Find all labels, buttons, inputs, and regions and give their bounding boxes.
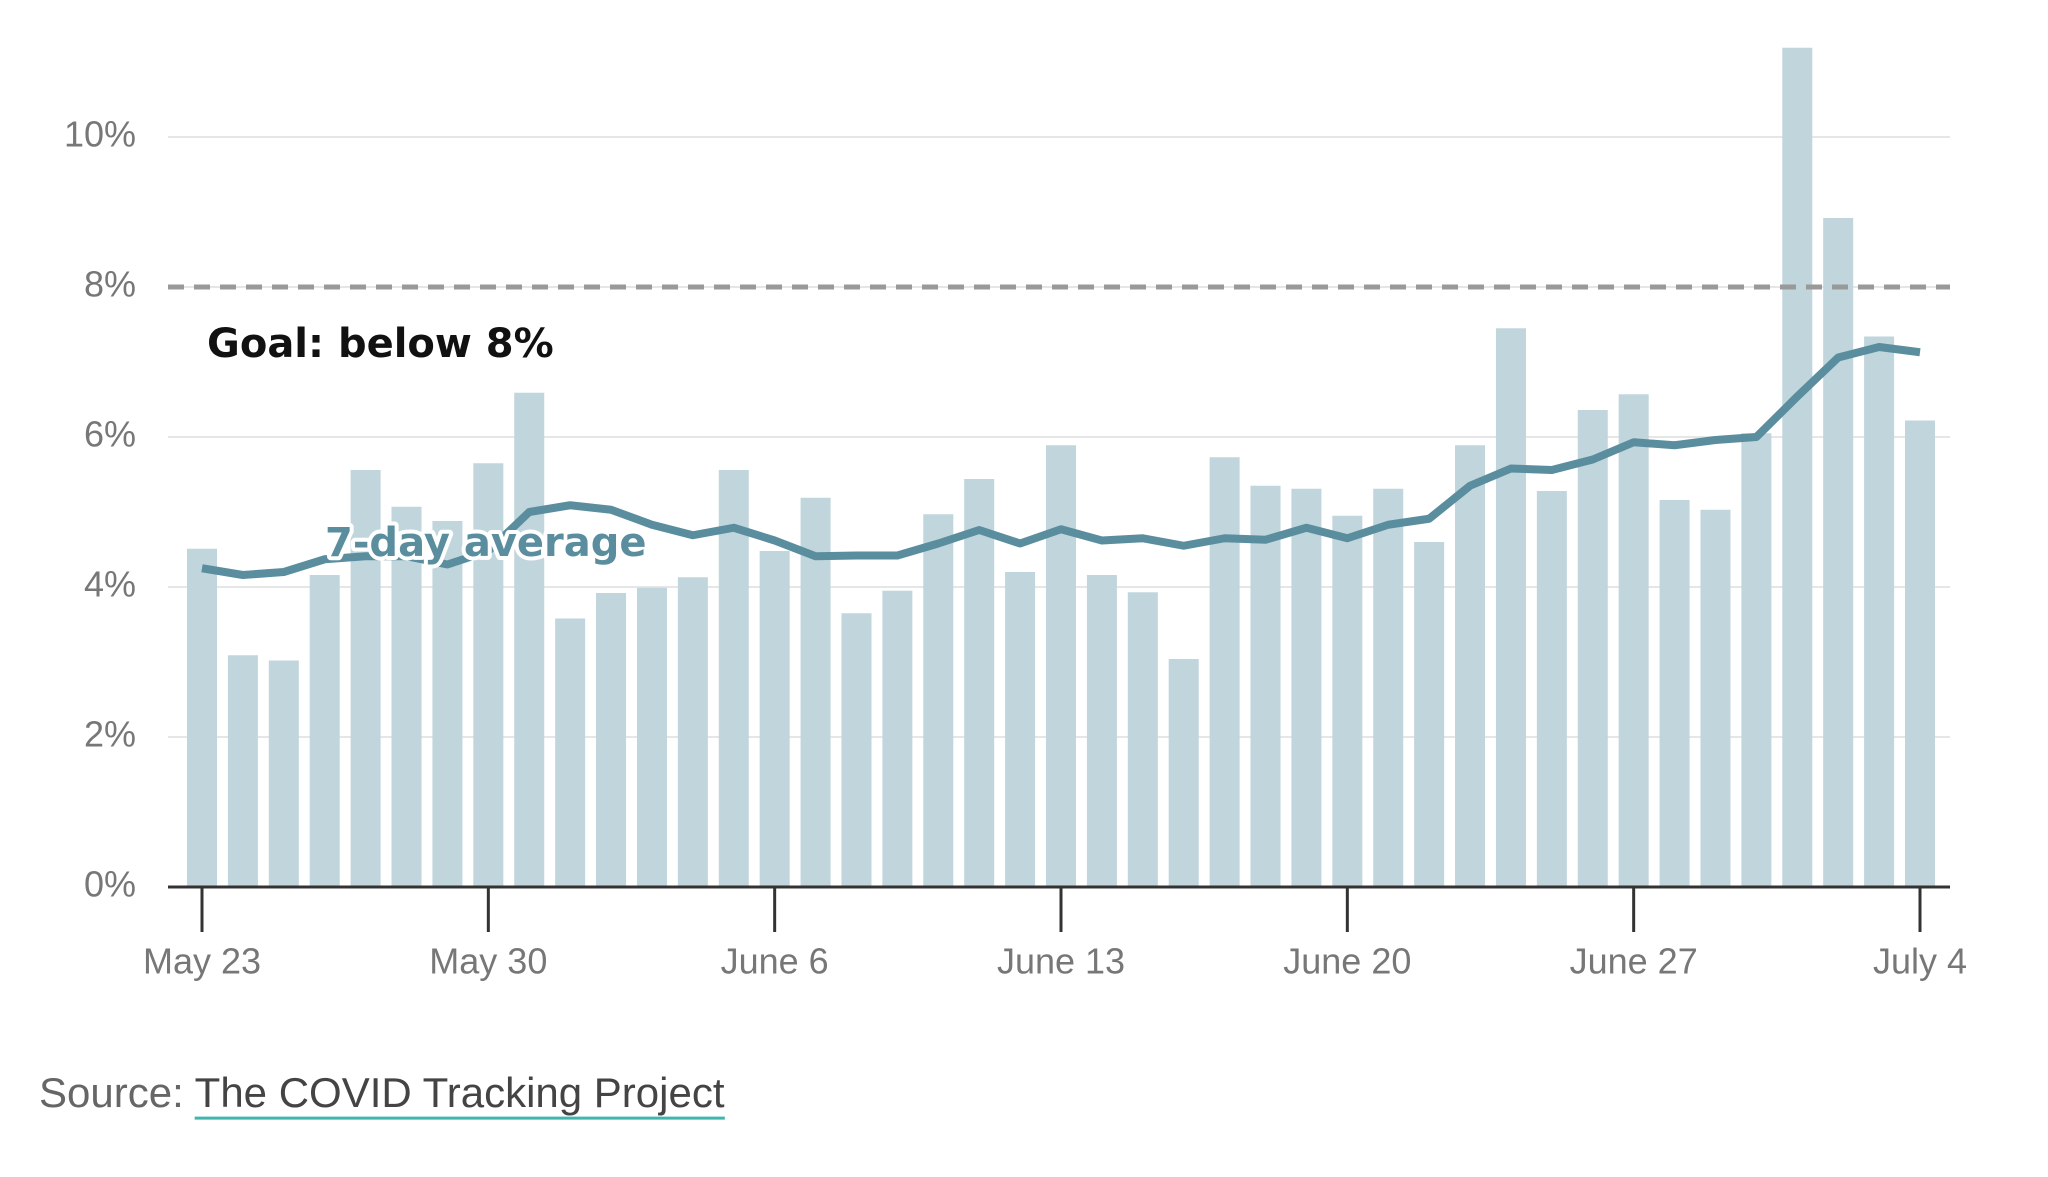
bar (268, 660, 299, 887)
bar (1741, 433, 1772, 887)
bar (1495, 328, 1526, 887)
line-label: 7-day average (325, 520, 647, 566)
bar (227, 655, 258, 887)
bar (636, 587, 667, 887)
x-tick-label: June 27 (1570, 941, 1698, 982)
bar (1577, 410, 1608, 887)
bar (1782, 47, 1813, 887)
bar (1291, 488, 1322, 887)
bar (1823, 218, 1854, 887)
x-tick-label: May 30 (429, 941, 547, 982)
bar (800, 497, 831, 887)
bar (1864, 336, 1895, 887)
bar (1332, 515, 1363, 887)
average-line (201, 343, 1921, 579)
bar (841, 613, 872, 887)
bar (923, 514, 954, 887)
bar (1168, 659, 1199, 887)
x-tick-label: June 6 (721, 941, 829, 982)
bar (309, 575, 340, 887)
bar (187, 548, 217, 887)
bar (473, 463, 504, 887)
x-tick-label: June 20 (1283, 941, 1411, 982)
x-tick-label: May 23 (143, 941, 261, 982)
x-tick-label: July 4 (1873, 941, 1967, 982)
y-tick-label: 10% (64, 114, 136, 155)
bar (391, 506, 422, 887)
y-tick-label: 0% (84, 864, 136, 905)
bar (1046, 445, 1076, 887)
goal-label: Goal: below 8% (207, 321, 554, 367)
y-tick-label: 8% (84, 264, 136, 305)
bar (1086, 575, 1117, 887)
y-tick-label: 2% (84, 714, 136, 755)
bar (1209, 457, 1240, 887)
bar (1659, 500, 1690, 887)
bar (514, 392, 545, 887)
bar (350, 470, 381, 887)
bar (1005, 572, 1036, 887)
bar (1127, 592, 1158, 887)
source-link[interactable]: The COVID Tracking Project (195, 1069, 725, 1116)
bar (596, 593, 627, 887)
bar (1536, 491, 1567, 887)
source-prefix: Source: (39, 1069, 184, 1116)
bar (1373, 488, 1404, 887)
bar (759, 551, 790, 887)
bar (718, 470, 749, 887)
bar (1414, 542, 1445, 887)
bar (1618, 394, 1649, 887)
y-tick-label: 6% (84, 414, 136, 455)
bar (1905, 420, 1935, 887)
bar (1455, 445, 1486, 887)
y-tick-label: 4% (84, 564, 136, 605)
bar (1250, 485, 1281, 887)
x-tick-label: June 13 (997, 941, 1125, 982)
bar (555, 618, 586, 887)
bar (432, 521, 463, 887)
bar (882, 590, 913, 887)
bar (677, 577, 708, 887)
source: Source: The COVID Tracking Project (39, 1069, 725, 1116)
bar (964, 479, 995, 887)
bar (1700, 509, 1731, 887)
